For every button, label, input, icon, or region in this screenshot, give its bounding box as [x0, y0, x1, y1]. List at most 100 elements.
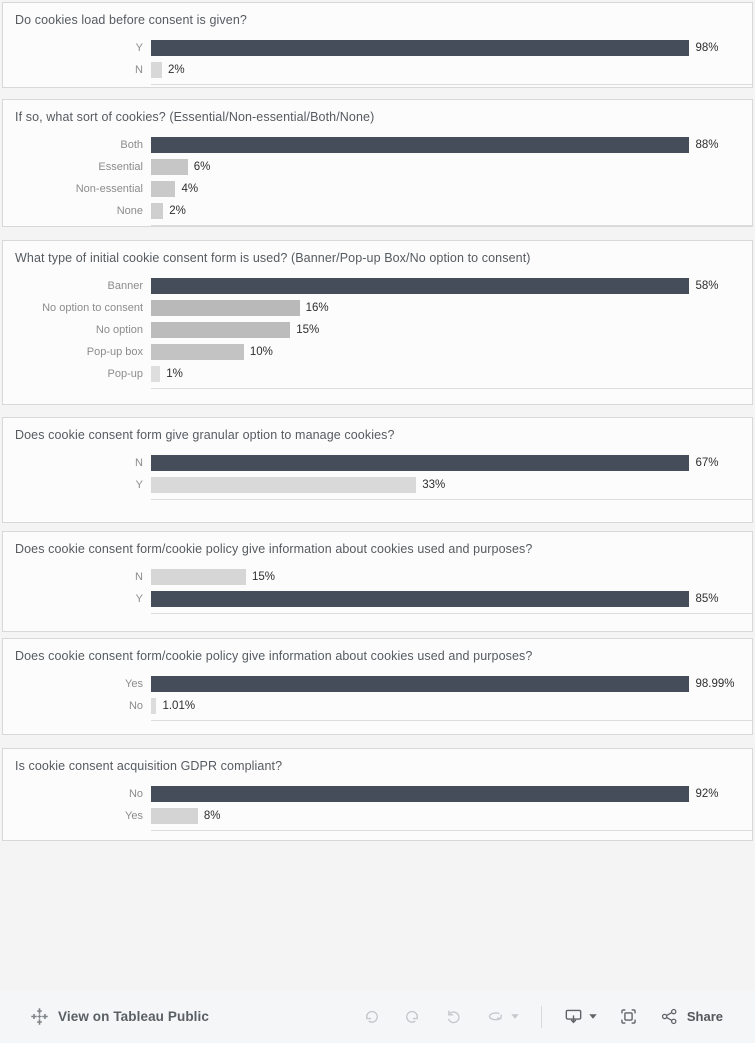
- share-icon: [661, 1008, 677, 1025]
- refresh-button[interactable]: [485, 1007, 519, 1026]
- chart-panel-policy-information-yn: Does cookie consent form/cookie policy g…: [2, 531, 753, 632]
- bar-row: Pop-up 1%: [3, 366, 752, 382]
- bar-row: No 92%: [3, 786, 752, 802]
- value-label: 88%: [695, 139, 719, 151]
- bar-row: Y 98%: [3, 40, 752, 56]
- bar[interactable]: [151, 591, 690, 607]
- bar[interactable]: [151, 203, 164, 219]
- view-on-tableau-public-link[interactable]: View on Tableau Public: [30, 1007, 209, 1026]
- value-label: 6%: [193, 161, 211, 173]
- bar[interactable]: [151, 676, 690, 692]
- value-label: 33%: [422, 479, 446, 491]
- redo-icon: [405, 1010, 418, 1023]
- bar[interactable]: [151, 181, 176, 197]
- bar[interactable]: [151, 159, 188, 175]
- value-label: 67%: [695, 457, 719, 469]
- axis-line: [151, 225, 752, 226]
- category-label: No: [128, 700, 143, 712]
- value-label: 15%: [252, 571, 276, 583]
- bar[interactable]: [151, 62, 162, 78]
- bar-row: No 1.01%: [3, 698, 752, 714]
- tableau-toolbar: View on Tableau Public: [0, 990, 755, 1043]
- bar[interactable]: [151, 569, 247, 585]
- bar-row: N 15%: [3, 569, 752, 585]
- category-label: N: [135, 571, 143, 583]
- fullscreen-button[interactable]: [619, 1007, 638, 1026]
- category-label: Both: [120, 139, 143, 151]
- chevron-down-icon: [589, 1014, 597, 1019]
- category-label: Yes: [125, 810, 143, 822]
- chart-panel-cookies-load: Do cookies load before consent is given?…: [2, 2, 753, 88]
- category-label: None: [116, 205, 143, 217]
- bar-row: Y 85%: [3, 591, 752, 607]
- value-label: 1%: [166, 368, 183, 380]
- value-label: 4%: [181, 183, 199, 195]
- bar[interactable]: [151, 344, 244, 360]
- bar[interactable]: [151, 477, 417, 493]
- value-label: 2%: [167, 64, 185, 76]
- reset-icon: [447, 1010, 460, 1024]
- value-label: 16%: [305, 302, 329, 314]
- bar[interactable]: [151, 808, 198, 824]
- category-label: Essential: [98, 161, 143, 173]
- chart-panel-granular-option: Does cookie consent form give granular o…: [2, 417, 753, 523]
- bar-row: Non-essential 4%: [3, 181, 752, 197]
- category-label: No option: [95, 324, 143, 336]
- bar-row: No option to consent 16%: [3, 300, 752, 316]
- value-label: 98.99%: [695, 678, 735, 690]
- share-button[interactable]: Share: [660, 1007, 723, 1026]
- bar-row: N 67%: [3, 455, 752, 471]
- bar[interactable]: [151, 40, 690, 56]
- chart-title: What type of initial cookie consent form…: [15, 251, 531, 265]
- axis-line: [151, 830, 752, 831]
- chart-title: Does cookie consent form/cookie policy g…: [15, 542, 533, 556]
- bar[interactable]: [151, 300, 300, 316]
- value-label: 98%: [695, 42, 719, 54]
- chart-panel-gdpr-compliant: Is cookie consent acquisition GDPR compl…: [2, 748, 753, 841]
- bar-row: None 2%: [3, 203, 752, 219]
- axis-line: [151, 84, 752, 85]
- bar[interactable]: [151, 786, 690, 802]
- chart-title: If so, what sort of cookies? (Essential/…: [15, 110, 375, 124]
- bar[interactable]: [151, 278, 690, 294]
- category-label: Yes: [125, 678, 143, 690]
- reset-button[interactable]: [444, 1007, 463, 1026]
- undo-icon: [365, 1010, 378, 1023]
- chart-title: Is cookie consent acquisition GDPR compl…: [15, 759, 283, 773]
- value-label: 58%: [695, 280, 719, 292]
- category-label: No: [128, 788, 143, 800]
- bar[interactable]: [151, 137, 690, 153]
- tableau-logo-icon: [30, 1007, 49, 1026]
- chart-title: Do cookies load before consent is given?: [15, 13, 247, 27]
- value-label: 92%: [695, 788, 719, 800]
- value-label: 1.01%: [162, 700, 196, 712]
- share-label: Share: [686, 1009, 723, 1024]
- bar-row: N 2%: [3, 62, 752, 78]
- category-label: Pop-up box: [86, 346, 143, 358]
- download-button[interactable]: [564, 1007, 597, 1026]
- bar-row: Pop-up box 10%: [3, 344, 752, 360]
- category-label: Banner: [107, 280, 143, 292]
- category-label: Y: [135, 42, 143, 54]
- bar[interactable]: [151, 455, 690, 471]
- chart-title: Does cookie consent form give granular o…: [15, 428, 395, 442]
- bar[interactable]: [151, 698, 157, 714]
- bar-row: Both 88%: [3, 137, 752, 153]
- bar[interactable]: [151, 366, 161, 382]
- bar-row: Banner 58%: [3, 278, 752, 294]
- category-label: N: [135, 457, 143, 469]
- redo-button[interactable]: [403, 1007, 422, 1026]
- chart-panel-cookie-sorts: If so, what sort of cookies? (Essential/…: [2, 99, 753, 227]
- bar[interactable]: [151, 322, 291, 338]
- chart-panel-consent-form-type: What type of initial cookie consent form…: [2, 240, 753, 405]
- undo-button[interactable]: [362, 1007, 381, 1026]
- refresh-icon: [488, 1012, 502, 1021]
- value-label: 10%: [249, 346, 273, 358]
- axis-line: [151, 499, 752, 500]
- chevron-down-icon: [511, 1014, 519, 1019]
- bar-row: Yes 98.99%: [3, 676, 752, 692]
- bar-row: No option 15%: [3, 322, 752, 338]
- axis-line: [151, 720, 752, 721]
- value-label: 8%: [203, 810, 221, 822]
